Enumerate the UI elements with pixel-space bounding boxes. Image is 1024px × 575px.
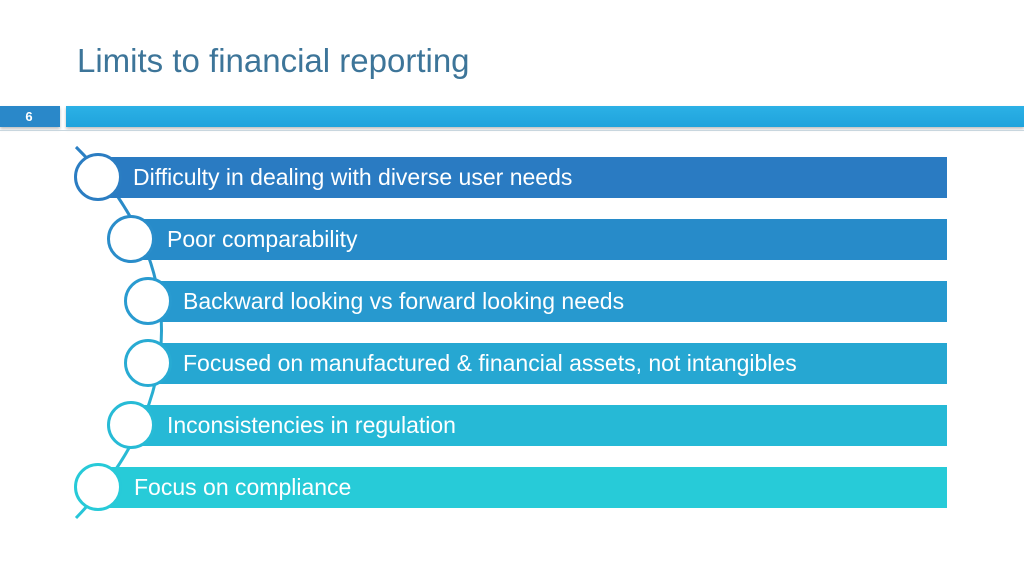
bullet-circle <box>124 277 172 325</box>
list-item-label: Difficulty in dealing with diverse user … <box>133 164 573 190</box>
list-item: Difficulty in dealing with diverse user … <box>98 157 947 198</box>
list-item-label: Inconsistencies in regulation <box>167 412 456 438</box>
list-item: Focus on compliance <box>98 467 947 508</box>
header-accent-bar <box>66 106 1024 127</box>
list-item: Focused on manufactured & financial asse… <box>148 343 947 384</box>
list-item-label: Poor comparability <box>167 226 358 252</box>
list-item: Inconsistencies in regulation <box>131 405 947 446</box>
slide-number: 6 <box>25 109 33 124</box>
slide-number-badge: 6 <box>0 106 60 127</box>
list-item: Poor comparability <box>131 219 947 260</box>
bullet-circle <box>107 215 155 263</box>
list-item-label: Focus on compliance <box>134 474 352 500</box>
bullet-circle <box>74 153 122 201</box>
list-item-label: Focused on manufactured & financial asse… <box>183 350 797 376</box>
header-divider <box>0 130 1024 131</box>
bullet-circle <box>107 401 155 449</box>
bullet-circle <box>124 339 172 387</box>
slide-title: Limits to financial reporting <box>77 42 470 79</box>
list-item: Backward looking vs forward looking need… <box>148 281 947 322</box>
bullet-circle <box>74 463 122 511</box>
list-item-label: Backward looking vs forward looking need… <box>183 288 625 314</box>
